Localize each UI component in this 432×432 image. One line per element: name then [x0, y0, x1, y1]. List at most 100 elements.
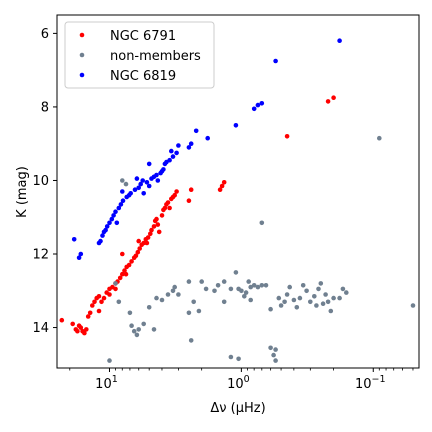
x-tick-label: 10−1 — [355, 374, 386, 392]
data-point — [84, 327, 89, 332]
data-point — [276, 295, 282, 301]
data-point — [113, 209, 118, 214]
data-point — [176, 143, 181, 148]
data-point — [135, 249, 141, 255]
data-point — [186, 145, 192, 150]
data-point — [109, 216, 115, 222]
data-point — [120, 198, 126, 203]
data-point — [131, 328, 137, 334]
data-point — [120, 189, 125, 194]
data-point — [251, 106, 257, 112]
data-point — [145, 235, 151, 240]
data-point — [188, 141, 194, 146]
data-point — [141, 240, 146, 246]
data-point — [239, 288, 244, 294]
legend: NGC 6791 non-members NGC 6819 — [64, 21, 215, 89]
data-point — [85, 314, 91, 319]
data-point — [340, 286, 346, 292]
data-point — [300, 283, 306, 288]
data-point — [167, 205, 172, 211]
legend-label-ngc6791: NGC 6791 — [110, 29, 176, 44]
data-point — [174, 150, 179, 156]
data-point — [151, 327, 157, 332]
data-point — [123, 271, 129, 277]
data-point — [297, 295, 303, 301]
data-point — [169, 148, 174, 154]
data-point — [116, 205, 122, 211]
data-point — [174, 189, 179, 194]
data-point — [271, 352, 276, 358]
data-point — [325, 299, 331, 305]
data-point — [103, 227, 108, 233]
data-point — [132, 187, 138, 192]
y-tick-label: 12 — [32, 248, 49, 263]
data-point — [251, 283, 257, 288]
data-point — [154, 172, 159, 178]
data-point — [136, 238, 141, 244]
data-point — [76, 255, 82, 260]
data-point — [170, 154, 176, 159]
data-point — [263, 283, 269, 288]
data-point — [136, 327, 141, 332]
data-point — [273, 347, 278, 352]
data-point — [255, 284, 261, 290]
data-point — [156, 229, 162, 235]
data-point — [120, 251, 125, 257]
data-point — [203, 286, 209, 292]
data-point — [117, 275, 123, 281]
data-point — [316, 286, 321, 292]
data-point — [212, 288, 217, 294]
data-point — [228, 354, 234, 360]
data-point — [217, 187, 223, 192]
data-point — [98, 238, 103, 244]
data-point — [123, 181, 129, 187]
data-point — [410, 303, 416, 308]
data-point — [101, 295, 107, 301]
plot-frame — [56, 14, 420, 369]
data-point — [248, 284, 253, 290]
data-point — [100, 233, 105, 238]
data-point — [325, 99, 331, 104]
data-point — [186, 198, 192, 203]
data-point — [96, 294, 102, 299]
data-point — [172, 192, 177, 198]
data-point — [284, 134, 290, 139]
y-axis-label: K (mag) — [15, 166, 30, 218]
data-point — [75, 328, 80, 334]
data-point — [92, 299, 97, 305]
data-point — [107, 292, 112, 297]
data-point — [71, 237, 77, 242]
legend-marker-ngc6791 — [79, 32, 85, 38]
data-point — [87, 310, 93, 316]
legend-label-ngc6819: NGC 6819 — [110, 69, 176, 84]
data-point — [273, 58, 278, 64]
data-point — [242, 294, 247, 299]
data-point — [96, 308, 102, 314]
data-point — [221, 180, 227, 185]
data-point — [134, 332, 140, 338]
data-point — [304, 288, 309, 294]
data-point — [337, 295, 342, 301]
data-point — [205, 135, 210, 141]
data-point — [199, 279, 204, 284]
data-point — [118, 202, 124, 207]
data-point — [219, 183, 225, 189]
data-point — [107, 220, 112, 226]
data-point — [90, 303, 95, 308]
series-non-members — [107, 135, 416, 363]
data-point — [129, 323, 134, 329]
data-point — [116, 299, 122, 305]
data-point — [243, 290, 249, 295]
data-point — [128, 191, 133, 196]
data-point — [107, 358, 112, 363]
data-point — [248, 297, 253, 303]
data-point — [134, 176, 140, 181]
data-point — [82, 330, 87, 336]
data-point — [99, 299, 104, 305]
data-point — [155, 178, 161, 183]
series-ngc-6791 — [59, 95, 336, 336]
data-point — [221, 299, 227, 305]
data-point — [233, 123, 239, 128]
data-point — [146, 305, 152, 310]
